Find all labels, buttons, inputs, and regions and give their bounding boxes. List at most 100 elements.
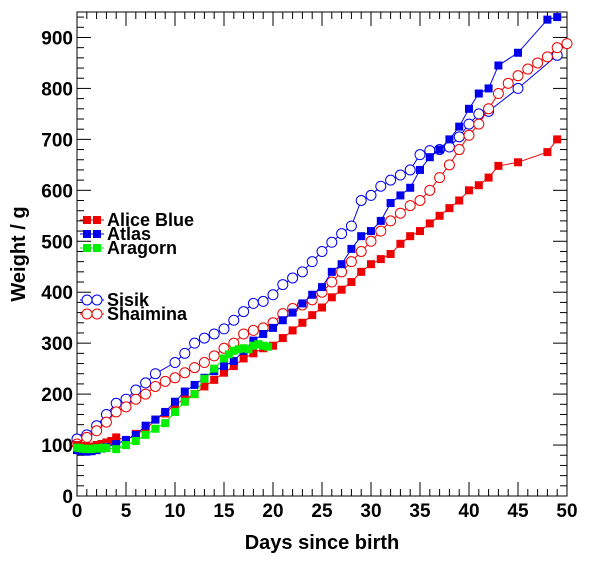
data-point-shaimina [345,256,357,268]
data-point-sisik [208,328,220,340]
data-point-shaimina [492,88,504,100]
data-point-shaimina [434,172,446,184]
data-point-alice-blue [455,196,464,205]
legend-marker [93,216,101,224]
data-point-sisik [404,164,416,176]
data-point-atlas [249,336,258,345]
data-point-shaimina [394,207,406,219]
data-point-atlas [514,48,522,57]
legend-marker [91,294,103,306]
data-point-atlas [220,362,228,371]
data-point-alice-blue [249,349,258,358]
legend-marker [83,244,91,252]
data-point-shaimina [198,357,210,369]
data-point-sisik [169,357,181,369]
legend-marker [81,308,93,320]
data-point-alice-blue [416,227,424,236]
data-point-alice-blue [435,211,444,220]
x-tick-label: 40 [458,501,479,522]
y-tick-label: 0 [62,487,73,508]
data-point-alice-blue [406,232,415,241]
data-point-alice-blue [553,135,562,144]
data-point-alice-blue [514,158,522,167]
data-point-shaimina [149,380,161,392]
data-point-atlas [494,61,503,70]
data-point-atlas [376,216,385,225]
data-point-sisik [140,377,152,389]
data-point-aragorn [254,340,263,349]
x-tick-label: 15 [213,501,235,522]
data-point-sisik [316,245,328,257]
data-point-atlas [318,283,326,292]
data-point-shaimina [355,245,367,257]
data-point-atlas [553,13,562,22]
data-point-atlas [386,199,395,208]
data-point-sisik [130,384,142,396]
data-point-shaimina [483,103,495,115]
x-axis-title: Days since birth [245,532,400,554]
data-point-sisik [149,368,161,380]
data-point-atlas [396,191,405,200]
data-point-alice-blue [337,285,346,294]
data-point-sisik [463,118,475,130]
data-point-atlas [327,267,336,276]
legend-marker [81,294,93,306]
data-point-atlas [122,435,130,444]
data-point-sisik [414,149,426,161]
data-point-aragorn [259,341,268,350]
data-point-atlas [141,421,150,430]
data-point-shaimina [130,393,142,405]
data-point-atlas [112,440,121,449]
y-tick-label: 900 [41,28,73,49]
data-point-alice-blue [367,260,375,269]
data-point-atlas [445,135,454,144]
legend-item-shaimina: Shaimina [80,304,188,324]
data-point-aragorn [171,407,179,416]
data-point-atlas [455,122,464,131]
data-point-shaimina [179,367,191,379]
data-point-aragorn [264,342,273,351]
data-point-sisik [394,169,406,181]
data-point-alice-blue [445,204,454,213]
data-point-shaimina [541,51,553,63]
data-point-alice-blue [474,181,483,190]
data-point-aragorn [180,397,189,406]
data-point-shaimina [140,388,152,400]
data-point-aragorn [112,445,121,454]
data-point-shaimina [326,276,338,288]
data-point-shaimina [169,372,181,384]
x-tick-label: 30 [360,501,381,522]
data-point-atlas [180,387,189,396]
data-point-atlas [171,397,179,406]
axis-ticks: 0 5 10 15 20 25 30 35 40 45 5001002003004005006007… [41,12,578,522]
data-point-sisik [296,266,308,278]
data-point-shaimina [189,362,201,374]
data-point-sisik [238,306,250,318]
data-point-atlas [435,145,444,154]
data-point-alice-blue [239,354,248,363]
data-point-shaimina [365,235,377,247]
data-point-sisik [326,236,338,248]
data-point-aragorn [239,344,248,353]
data-point-alice-blue [494,161,503,170]
data-point-shaimina [336,266,348,278]
data-point-alice-blue [220,368,228,377]
data-point-shaimina [453,144,465,156]
data-point-alice-blue [210,375,219,384]
legend-label: Sisik [107,290,150,310]
data-point-sisik [453,131,465,143]
data-point-aragorn [151,424,160,433]
data-point-sisik [247,297,259,309]
x-tick-label: 20 [262,501,283,522]
data-point-shaimina [385,215,397,227]
data-point-shaimina [208,350,220,362]
data-point-atlas [425,153,434,162]
data-point-atlas [269,323,277,332]
data-point-alice-blue [484,173,493,182]
data-point-atlas [347,244,356,253]
legend-marker [93,230,101,238]
data-point-aragorn [220,354,228,363]
data-point-sisik [257,295,269,307]
